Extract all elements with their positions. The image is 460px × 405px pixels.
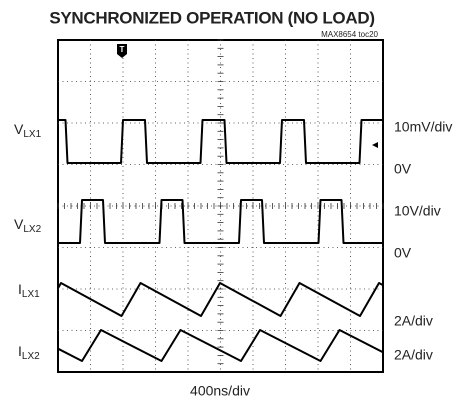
label-sub: LX2 (23, 224, 41, 235)
channel-label: ILX1 (18, 281, 40, 300)
scale-label: 10mV/div (394, 119, 452, 135)
channel-label: ILX2 (18, 343, 40, 362)
label-sub: LX2 (22, 351, 40, 362)
trace-ilx1 (57, 282, 384, 317)
label-sub: LX1 (22, 289, 40, 300)
channel-label: VLX2 (14, 216, 42, 235)
channel-label: VLX1 (14, 121, 42, 140)
trace-ilx2 (57, 329, 384, 362)
ground-label: 0V (394, 161, 412, 177)
time-scale: 400ns/div (190, 383, 250, 399)
trace-vlx2 (58, 199, 383, 244)
trace-vlx1 (58, 119, 383, 164)
graticule (57, 39, 384, 372)
title: SYNCHRONIZED OPERATION (NO LOAD) (49, 8, 374, 27)
traces (57, 119, 384, 362)
label-main: V (14, 216, 24, 232)
figure-id: MAX8654 toc20 (321, 30, 378, 39)
scale-label: 10V/div (394, 203, 441, 219)
label-sub: LX1 (23, 129, 41, 140)
ground-label: 0V (394, 245, 412, 261)
label-main: V (14, 121, 24, 137)
trigger-label: T (120, 45, 125, 54)
scale-label: 2A/div (394, 347, 433, 363)
level-arrow (372, 142, 378, 148)
trigger-icon (117, 44, 127, 58)
scale-label: 2A/div (394, 313, 433, 329)
label-main: I (18, 343, 22, 359)
label-main: I (18, 281, 22, 297)
